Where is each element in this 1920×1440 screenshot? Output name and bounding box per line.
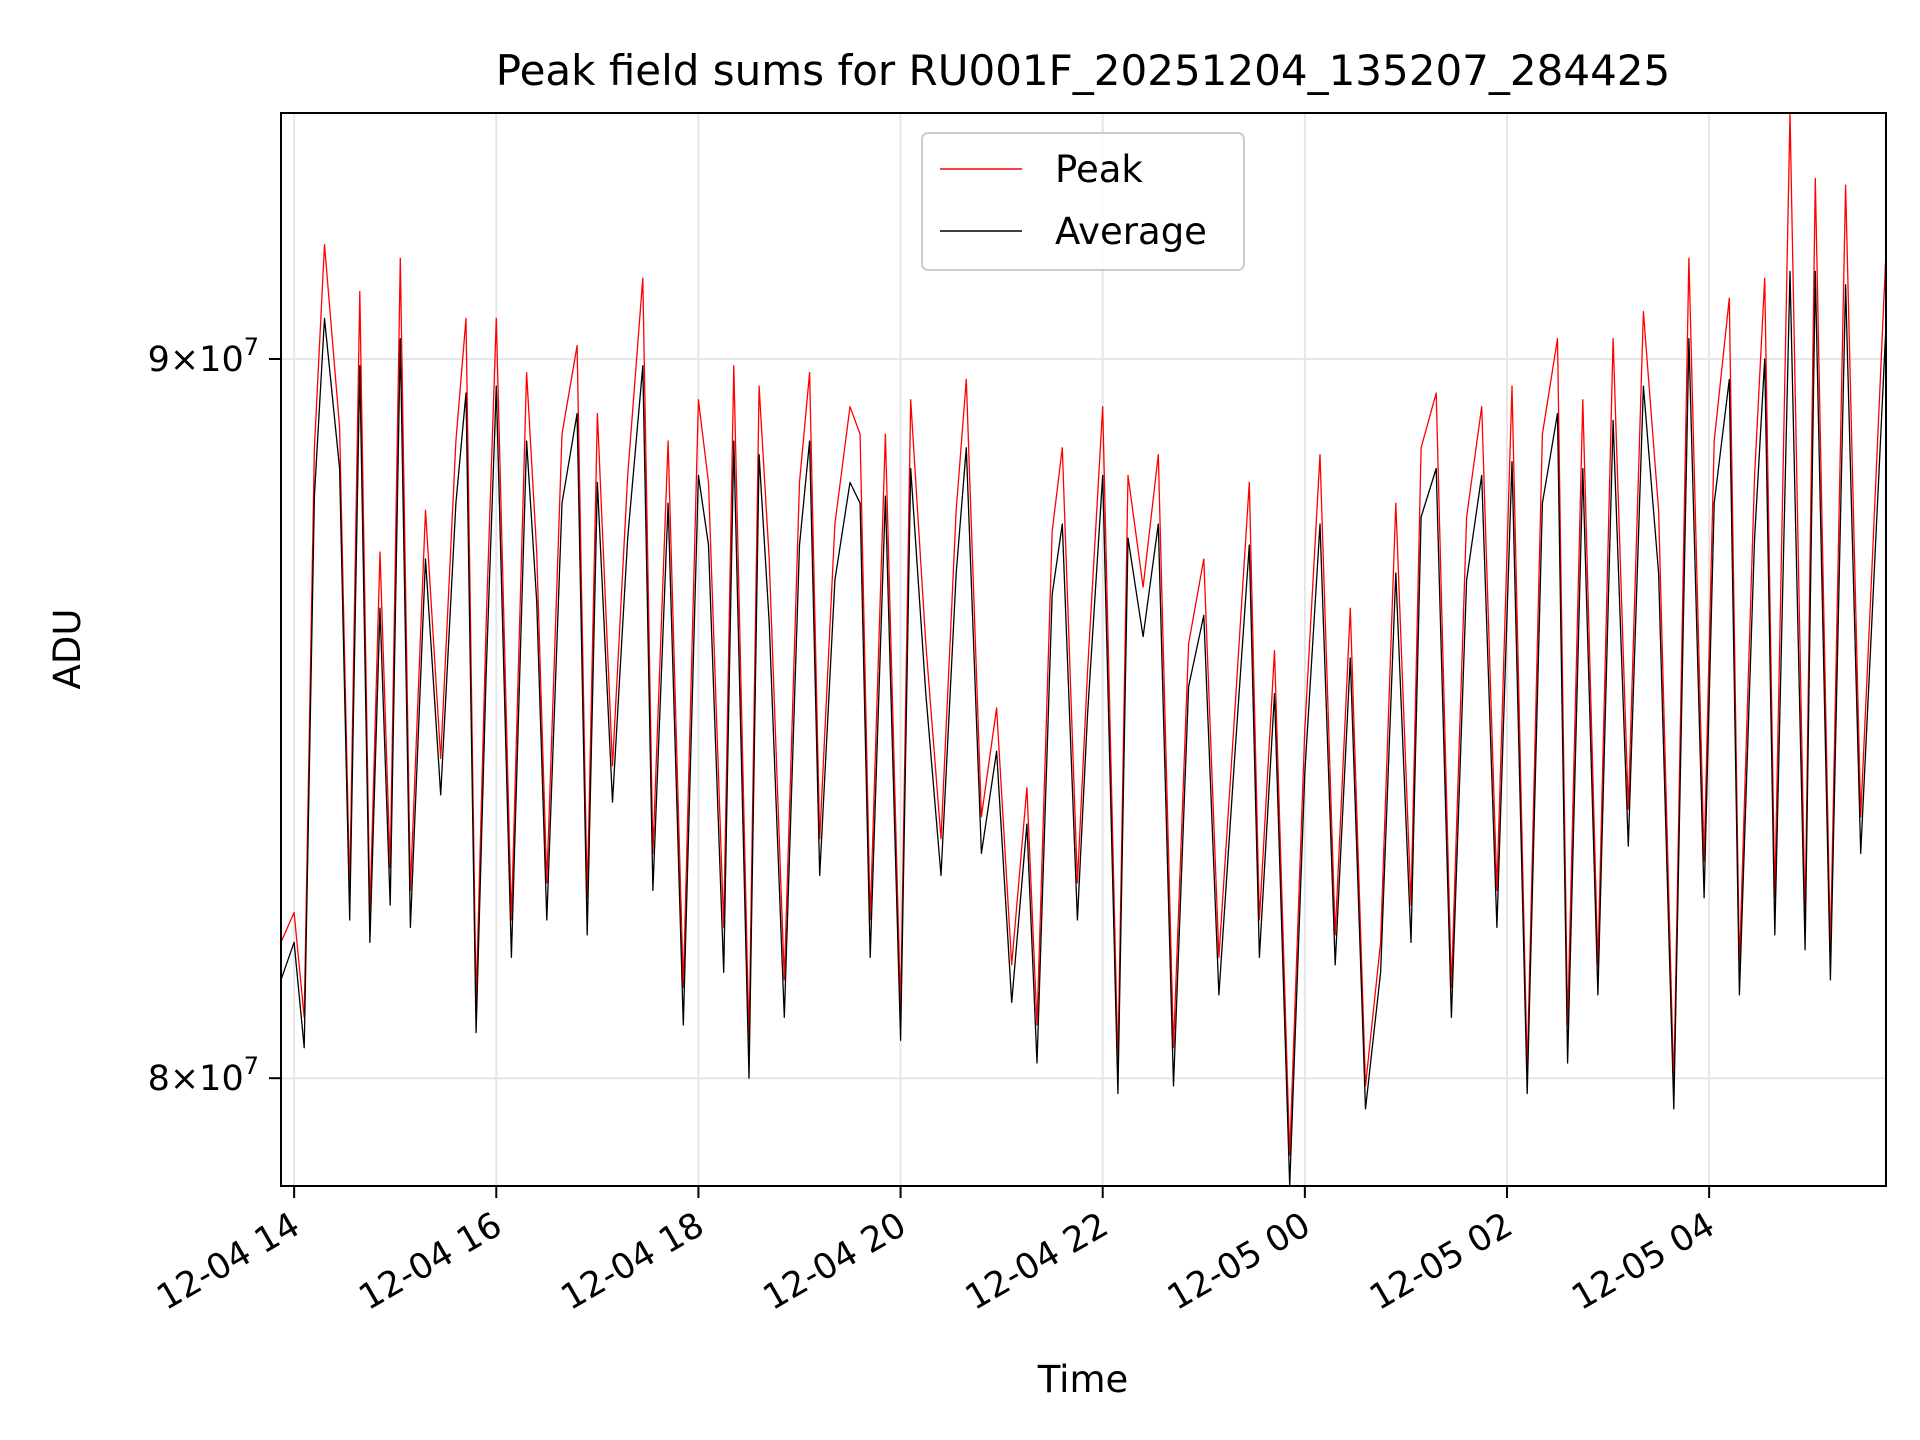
y-axis-label: ADU	[46, 609, 89, 690]
series-line-peak	[281, 113, 1886, 1156]
plot-frame	[280, 112, 1887, 1187]
chart-title: Peak field sums for RU001F_20251204_1352…	[496, 46, 1670, 95]
y-axis: 8×107 9×107	[148, 333, 281, 1099]
y-tick-label: 8×107	[148, 1052, 259, 1099]
x-axis-label: Time	[1037, 1358, 1129, 1401]
series-line-average	[281, 270, 1886, 1186]
legend: Peak Average	[921, 132, 1245, 271]
y-tick-label: 9×107	[148, 333, 259, 380]
legend-label-average: Average	[1055, 210, 1207, 253]
legend-label-peak: Peak	[1055, 148, 1143, 191]
grid	[281, 113, 1886, 1186]
legend-box	[921, 132, 1245, 271]
series-layer	[281, 113, 1886, 1186]
